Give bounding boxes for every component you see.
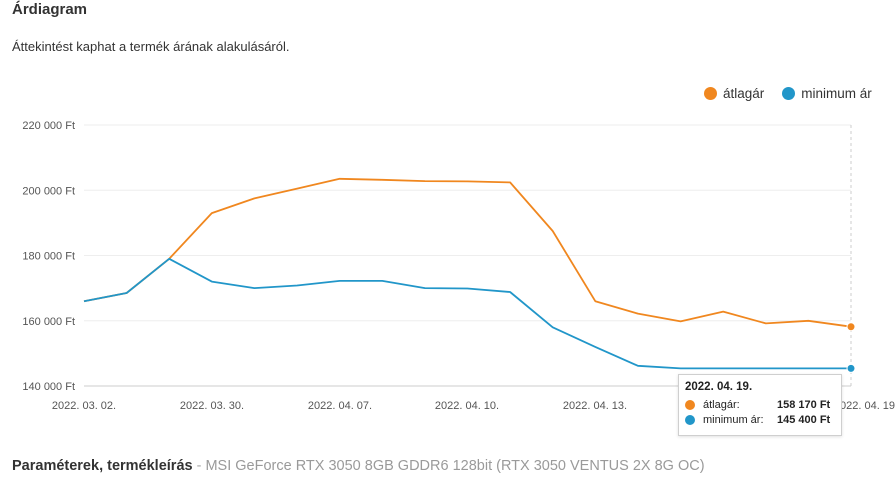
legend-average-label: átlagár	[723, 86, 765, 101]
tooltip-average-value: 158 170 Ft	[777, 398, 831, 411]
x-tick-label: 2022. 04. 07.	[308, 400, 372, 412]
y-tick-label: 180 000 Ft	[22, 251, 75, 263]
legend-average-dot-icon	[704, 87, 717, 100]
legend-item-minimum[interactable]: minimum ár	[782, 86, 872, 101]
product-name: MSI GeForce RTX 3050 8GB GDDR6 128bit (R…	[205, 458, 705, 474]
tooltip-row-minimum: minimum ár: 145 400 Ft	[685, 412, 835, 427]
chart-tooltip: 2022. 04. 19. átlagár: 158 170 Ft minimu…	[678, 374, 842, 436]
y-tick-label: 140 000 Ft	[22, 381, 75, 393]
series-point-minimum	[846, 363, 856, 373]
tooltip-date: 2022. 04. 19.	[685, 381, 753, 393]
params-separator: -	[192, 458, 206, 474]
x-tick-label: 2022. 03. 02.	[52, 400, 116, 412]
params-label[interactable]: Paraméterek, termékleírás	[12, 458, 193, 474]
tooltip-average-label: átlagár:	[703, 398, 740, 411]
x-tick-label: 2022. 03. 30.	[180, 400, 244, 412]
series-line-minimum	[83, 257, 851, 370]
legend-minimum-dot-icon	[782, 87, 796, 100]
page-subtitle: Áttekintést kaphat a termék árának alaku…	[12, 39, 290, 54]
chart-legend: átlagár minimum ár	[704, 86, 890, 101]
page-title: Árdiagram	[12, 1, 88, 18]
y-tick-label: 160 000 Ft	[22, 316, 75, 328]
tooltip-average-dot-icon	[685, 399, 695, 410]
tooltip-minimum-value: 145 400 Ft	[777, 413, 831, 426]
y-tick-label: 200 000 Ft	[22, 185, 75, 197]
x-tick-label: 2022. 04. 13.	[563, 400, 627, 412]
x-tick-label: 2022. 04. 10.	[435, 400, 499, 412]
price-chart: 140 000 Ft 160 000 Ft 180 000 Ft 200 000 Ft…	[22, 120, 896, 412]
x-tick-label: 2022. 04. 19.	[834, 400, 896, 412]
tooltip-minimum-label: minimum ár:	[703, 413, 764, 426]
y-tick-label: 220 000 Ft	[22, 120, 75, 132]
legend-minimum-label: minimum ár	[801, 86, 872, 101]
tooltip-minimum-dot-icon	[685, 414, 695, 425]
legend-item-average[interactable]: átlagár	[704, 86, 764, 101]
series-line-average	[83, 177, 852, 328]
tooltip-row-average: átlagár: 158 170 Ft	[685, 397, 835, 412]
series-point-average	[846, 322, 856, 332]
product-params-heading: Paraméterek, termékleírás - MSI GeForce …	[12, 458, 705, 474]
